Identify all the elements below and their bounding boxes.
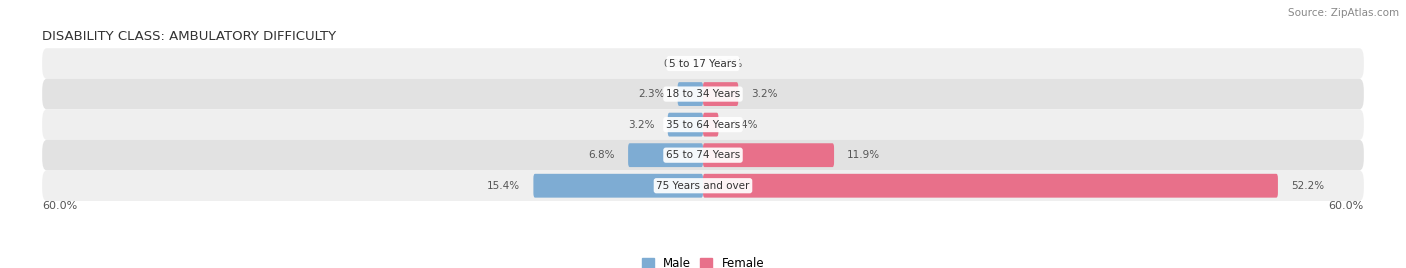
FancyBboxPatch shape bbox=[42, 170, 1364, 201]
FancyBboxPatch shape bbox=[628, 143, 703, 167]
FancyBboxPatch shape bbox=[668, 113, 703, 136]
Text: DISABILITY CLASS: AMBULATORY DIFFICULTY: DISABILITY CLASS: AMBULATORY DIFFICULTY bbox=[42, 30, 336, 43]
FancyBboxPatch shape bbox=[678, 82, 703, 106]
FancyBboxPatch shape bbox=[703, 113, 718, 136]
FancyBboxPatch shape bbox=[703, 143, 834, 167]
Text: 0.0%: 0.0% bbox=[664, 58, 690, 69]
Text: 35 to 64 Years: 35 to 64 Years bbox=[666, 120, 740, 130]
FancyBboxPatch shape bbox=[42, 140, 1364, 170]
FancyBboxPatch shape bbox=[42, 48, 1364, 79]
Text: 3.2%: 3.2% bbox=[751, 89, 778, 99]
Text: 52.2%: 52.2% bbox=[1291, 181, 1324, 191]
Text: Source: ZipAtlas.com: Source: ZipAtlas.com bbox=[1288, 8, 1399, 18]
Text: 1.4%: 1.4% bbox=[731, 120, 758, 130]
Text: 11.9%: 11.9% bbox=[848, 150, 880, 160]
FancyBboxPatch shape bbox=[42, 109, 1364, 140]
Text: 2.3%: 2.3% bbox=[638, 89, 665, 99]
Text: 65 to 74 Years: 65 to 74 Years bbox=[666, 150, 740, 160]
FancyBboxPatch shape bbox=[42, 79, 1364, 109]
Text: 6.8%: 6.8% bbox=[588, 150, 614, 160]
Text: 15.4%: 15.4% bbox=[486, 181, 520, 191]
Legend: Male, Female: Male, Female bbox=[637, 252, 769, 268]
FancyBboxPatch shape bbox=[703, 82, 738, 106]
Text: 60.0%: 60.0% bbox=[1329, 201, 1364, 211]
Text: 5 to 17 Years: 5 to 17 Years bbox=[669, 58, 737, 69]
Text: 0.0%: 0.0% bbox=[716, 58, 742, 69]
Text: 3.2%: 3.2% bbox=[628, 120, 655, 130]
Text: 60.0%: 60.0% bbox=[42, 201, 77, 211]
Text: 75 Years and over: 75 Years and over bbox=[657, 181, 749, 191]
Text: 18 to 34 Years: 18 to 34 Years bbox=[666, 89, 740, 99]
FancyBboxPatch shape bbox=[533, 174, 703, 198]
FancyBboxPatch shape bbox=[703, 174, 1278, 198]
